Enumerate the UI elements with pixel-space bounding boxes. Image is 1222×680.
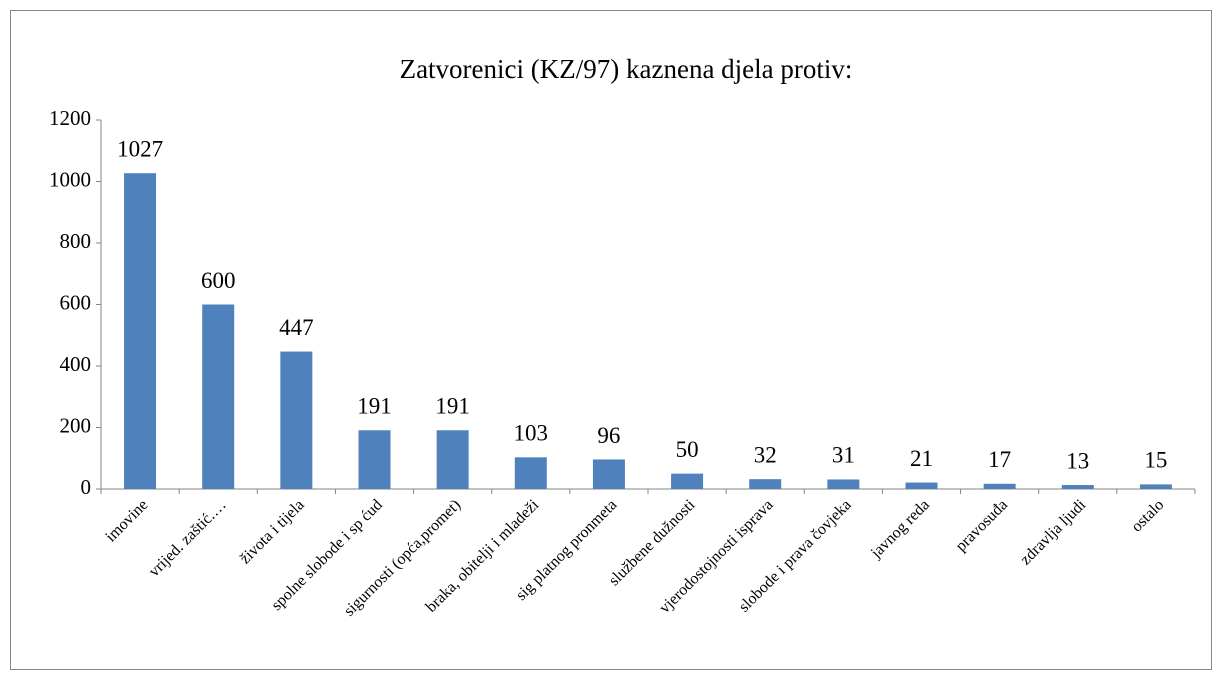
bar (202, 304, 235, 489)
bar (358, 430, 391, 489)
y-tick-label: 600 (60, 290, 92, 314)
bar (280, 351, 313, 489)
bar (436, 430, 469, 489)
bar (905, 482, 938, 489)
bar (749, 479, 782, 489)
y-tick-label: 200 (60, 413, 92, 437)
data-label: 13 (1066, 448, 1089, 473)
y-tick-label: 1200 (49, 106, 91, 130)
bar (671, 473, 704, 489)
bar (1139, 484, 1172, 489)
bar (514, 457, 547, 489)
y-tick-label: 400 (60, 352, 92, 376)
y-tick-label: 800 (60, 229, 92, 253)
data-label: 447 (279, 315, 314, 340)
bar (124, 173, 157, 489)
bar (1061, 485, 1094, 489)
data-label: 96 (597, 423, 620, 448)
data-label: 1027 (117, 136, 163, 161)
data-label: 50 (676, 437, 699, 462)
data-label: 31 (832, 443, 855, 468)
data-label: 15 (1144, 448, 1167, 473)
data-label: 32 (754, 442, 777, 467)
bar (592, 459, 625, 489)
bar (983, 483, 1016, 489)
data-label: 17 (988, 447, 1011, 472)
data-label: 21 (910, 446, 933, 471)
data-label: 600 (201, 268, 236, 293)
y-tick-label: 1000 (49, 167, 91, 191)
data-label: 191 (357, 394, 392, 419)
data-label: 103 (514, 421, 549, 446)
chart-title: Zatvorenici (KZ/97) kaznena djela protiv… (400, 54, 853, 84)
bar (827, 479, 860, 489)
y-tick-label: 0 (81, 475, 92, 499)
data-label: 191 (435, 394, 470, 419)
